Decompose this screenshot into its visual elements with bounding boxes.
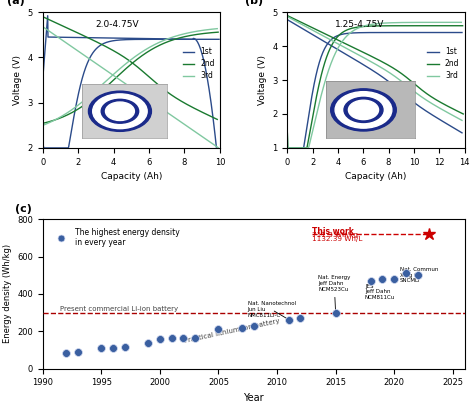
- Point: [98, 345, 105, 352]
- Text: 2.0-4.75V: 2.0-4.75V: [96, 20, 139, 29]
- Text: This work: This work: [312, 227, 354, 236]
- Point: [62, 350, 70, 356]
- Point: [250, 323, 257, 329]
- Point: [414, 272, 421, 279]
- Point: [145, 339, 152, 346]
- Text: (b): (b): [245, 0, 263, 6]
- Point: [367, 277, 374, 284]
- Point: [180, 335, 187, 341]
- Point: [379, 276, 386, 283]
- Legend: 1st, 2nd, 3rd: 1st, 2nd, 3rd: [424, 44, 463, 83]
- X-axis label: Capacity (Ah): Capacity (Ah): [345, 172, 407, 181]
- Point: [238, 325, 246, 331]
- Point: [215, 326, 222, 333]
- Point: [191, 335, 199, 341]
- Y-axis label: Voltage (V): Voltage (V): [13, 55, 22, 105]
- Text: JES
Jeff Dahn
NCM811Cu: JES Jeff Dahn NCM811Cu: [365, 279, 395, 300]
- Text: 1132.39 Wh/L: 1132.39 Wh/L: [312, 236, 363, 242]
- X-axis label: Year: Year: [243, 393, 264, 403]
- Legend: 1st, 2nd, 3rd: 1st, 2nd, 3rd: [180, 44, 218, 83]
- Text: (a): (a): [7, 0, 25, 6]
- X-axis label: Capacity (Ah): Capacity (Ah): [100, 172, 162, 181]
- Point: [391, 276, 398, 282]
- Text: Nat. Nanotechnol
Jun Liu
NMC811Li-C: Nat. Nanotechnol Jun Liu NMC811Li-C: [248, 301, 296, 318]
- Point: [156, 335, 164, 342]
- Point: [285, 316, 292, 323]
- Point: [332, 310, 339, 316]
- Legend: The highest energy density
in every year: The highest energy density in every year: [51, 224, 183, 250]
- Text: 711.3 Wh/kg: 711.3 Wh/kg: [312, 232, 358, 238]
- Text: Nat. Energy
Jeff Dahn
NCM523Cu: Nat. Energy Jeff Dahn NCM523Cu: [318, 275, 350, 310]
- Point: [297, 315, 304, 321]
- Y-axis label: Energy density (Wh/kg): Energy density (Wh/kg): [2, 244, 11, 343]
- Text: Practical lithium-ion battery: Practical lithium-ion battery: [183, 318, 280, 344]
- Text: 1.25-4.75V: 1.25-4.75V: [335, 20, 384, 29]
- Text: Nat. Commun
Xing Ou
SNCMLi: Nat. Commun Xing Ou SNCMLi: [400, 267, 438, 284]
- Point: [168, 335, 175, 341]
- Point: [121, 344, 128, 350]
- Y-axis label: Voltage (V): Voltage (V): [257, 55, 266, 105]
- Point: [402, 270, 410, 277]
- Text: Present commercial Li-ion battery: Present commercial Li-ion battery: [60, 306, 178, 312]
- Point: [109, 344, 117, 351]
- Point: [74, 349, 82, 355]
- Text: (c): (c): [15, 204, 32, 214]
